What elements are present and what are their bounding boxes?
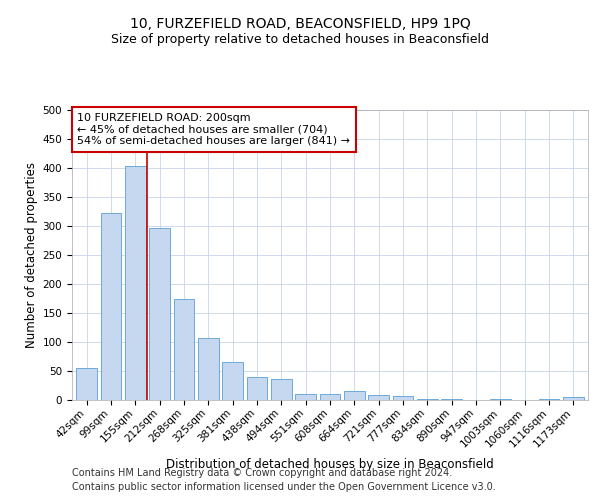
Bar xyxy=(392,396,413,400)
Bar xyxy=(247,377,268,400)
Bar xyxy=(149,228,170,400)
Bar xyxy=(295,394,316,400)
Bar xyxy=(417,399,438,400)
Bar xyxy=(125,166,146,400)
Bar xyxy=(271,379,292,400)
Bar xyxy=(198,338,218,400)
Bar xyxy=(173,298,194,400)
Bar xyxy=(320,394,340,400)
Bar xyxy=(76,368,97,400)
Bar xyxy=(563,396,584,400)
Text: Contains public sector information licensed under the Open Government Licence v3: Contains public sector information licen… xyxy=(72,482,496,492)
Bar xyxy=(101,213,121,400)
Bar xyxy=(368,395,389,400)
Bar xyxy=(344,392,365,400)
Text: Contains HM Land Registry data © Crown copyright and database right 2024.: Contains HM Land Registry data © Crown c… xyxy=(72,468,452,477)
Y-axis label: Number of detached properties: Number of detached properties xyxy=(25,162,38,348)
Bar xyxy=(222,362,243,400)
X-axis label: Distribution of detached houses by size in Beaconsfield: Distribution of detached houses by size … xyxy=(166,458,494,470)
Text: 10, FURZEFIELD ROAD, BEACONSFIELD, HP9 1PQ: 10, FURZEFIELD ROAD, BEACONSFIELD, HP9 1… xyxy=(130,18,470,32)
Text: Size of property relative to detached houses in Beaconsfield: Size of property relative to detached ho… xyxy=(111,32,489,46)
Text: 10 FURZEFIELD ROAD: 200sqm
← 45% of detached houses are smaller (704)
54% of sem: 10 FURZEFIELD ROAD: 200sqm ← 45% of deta… xyxy=(77,113,350,146)
